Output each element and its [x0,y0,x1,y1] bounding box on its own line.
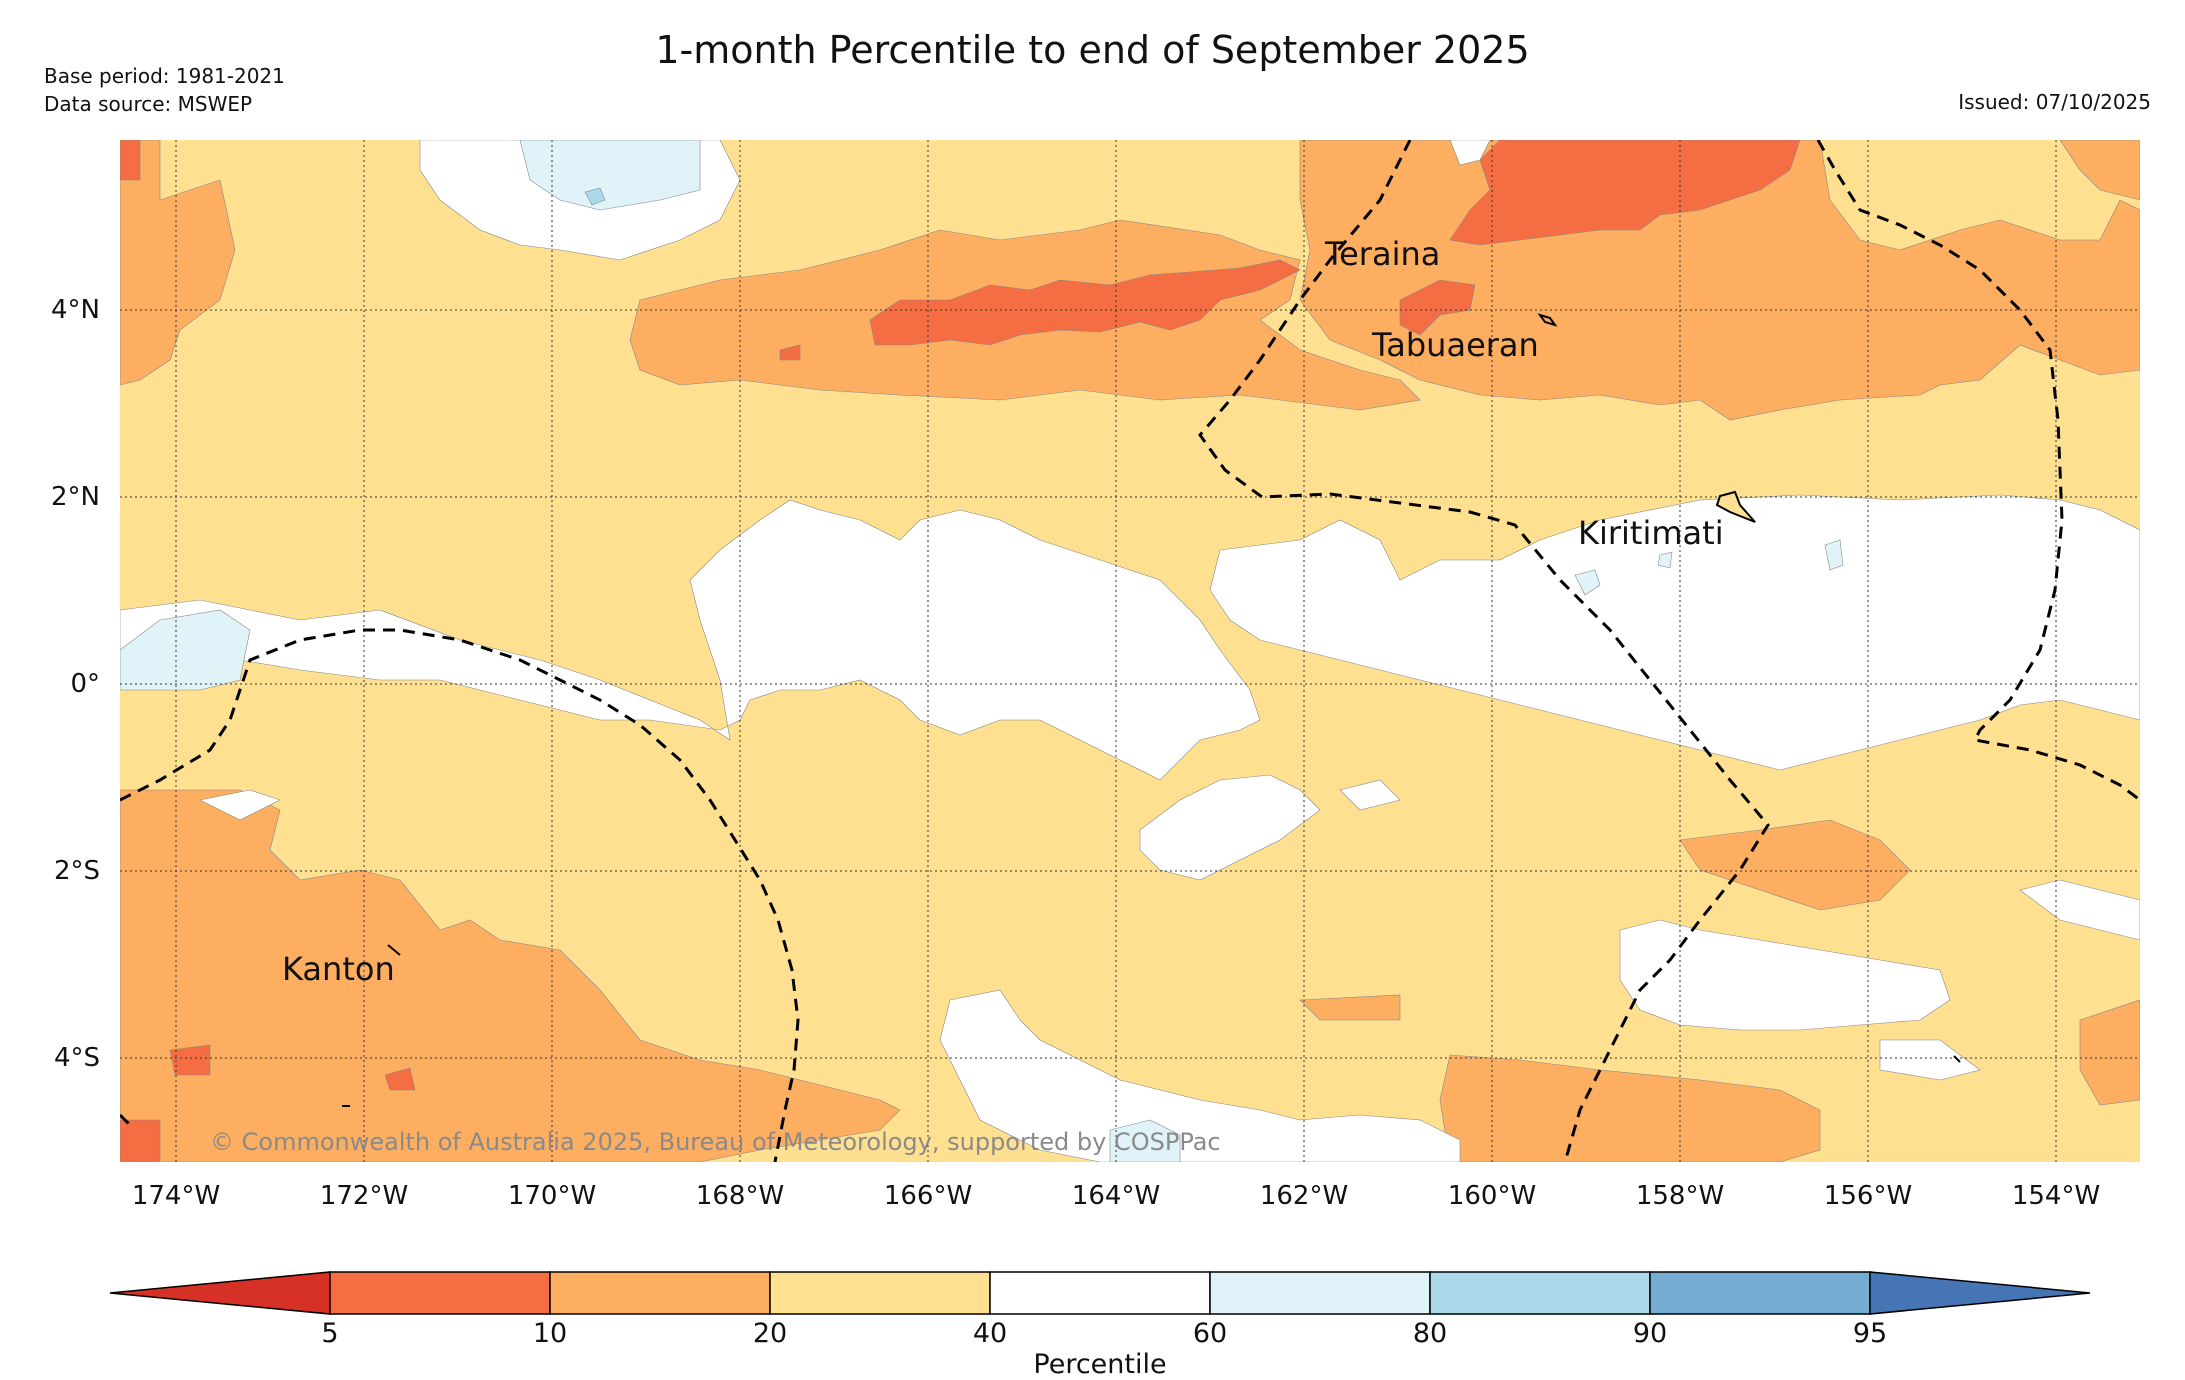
colorbar-5-10 [329,1271,551,1315]
colorbar-ticks: 5 10 20 40 60 80 90 95 [321,1318,1887,1349]
lon-tick: 156°W [1824,1181,1912,1211]
colorbar-90-95 [1649,1271,1871,1315]
band-5-10 [120,140,1801,1162]
lon-tick: 172°W [320,1181,408,1211]
lon-tick: 168°W [696,1181,784,1211]
place-tabuaeran: Tabuaeran [1371,326,1539,364]
lon-ticks: 174°W 172°W 170°W 168°W 166°W 164°W 162°… [132,1181,2100,1211]
place-kanton: Kanton [282,950,395,988]
colorbar-above-95 [1869,1271,2091,1315]
colorbar-tick: 95 [1853,1318,1887,1349]
colorbar-tick: 40 [973,1318,1007,1349]
gridlines [120,140,2140,1162]
lon-tick: 154°W [2012,1181,2100,1211]
lat-tick: 2°N [51,482,100,512]
band-80-90 [584,187,606,206]
lon-tick: 166°W [884,1181,972,1211]
map-title: 1-month Percentile to end of September 2… [655,28,1530,72]
colorbar-40-60 [989,1271,1211,1315]
eez-boundaries [120,140,2140,1162]
colorbar-label: Percentile [1033,1349,1166,1380]
data-source: Data source: MSWEP [44,92,253,116]
colorbar-tick: 80 [1413,1318,1447,1349]
lon-tick: 160°W [1448,1181,1536,1211]
lon-tick: 158°W [1636,1181,1724,1211]
band-60-80 [120,140,1844,1162]
lat-tick: 4°N [51,295,100,325]
lat-tick: 0° [70,669,100,699]
colorbar [109,1271,2091,1315]
colorbar-tick: 20 [753,1318,787,1349]
colorbar-10-20 [549,1271,771,1315]
colorbar-tick: 90 [1633,1318,1667,1349]
base-period: Base period: 1981-2021 [44,64,285,88]
islands [342,313,1961,1107]
issued-date: Issued: 07/10/2025 [1958,90,2151,114]
place-teraina: Teraina [1324,235,1440,273]
lon-tick: 162°W [1260,1181,1348,1211]
lon-tick: 170°W [508,1181,596,1211]
colorbar-tick: 60 [1193,1318,1227,1349]
copyright-notice: © Commonwealth of Australia 2025, Bureau… [210,1128,1221,1156]
meta-info: Base period: 1981-2021 Data source: MSWE… [44,62,285,118]
lat-tick: 4°S [54,1043,100,1073]
colorbar-20-40 [769,1271,991,1315]
map-area: Teraina Tabuaeran Kiritimati Kanton © Co… [120,140,2140,1162]
lon-tick: 174°W [132,1181,220,1211]
colorbar-60-80 [1209,1271,1431,1315]
lat-tick: 2°S [54,856,100,886]
colorbar-tick: 10 [533,1318,567,1349]
place-kiritimati: Kiritimati [1578,514,1724,552]
lat-ticks: 4°N 2°N 0° 2°S 4°S [51,295,100,1073]
colorbar-below-5 [109,1271,331,1315]
colorbar-tick: 5 [321,1318,338,1349]
colorbar-80-90 [1429,1271,1651,1315]
lon-tick: 164°W [1072,1181,1160,1211]
